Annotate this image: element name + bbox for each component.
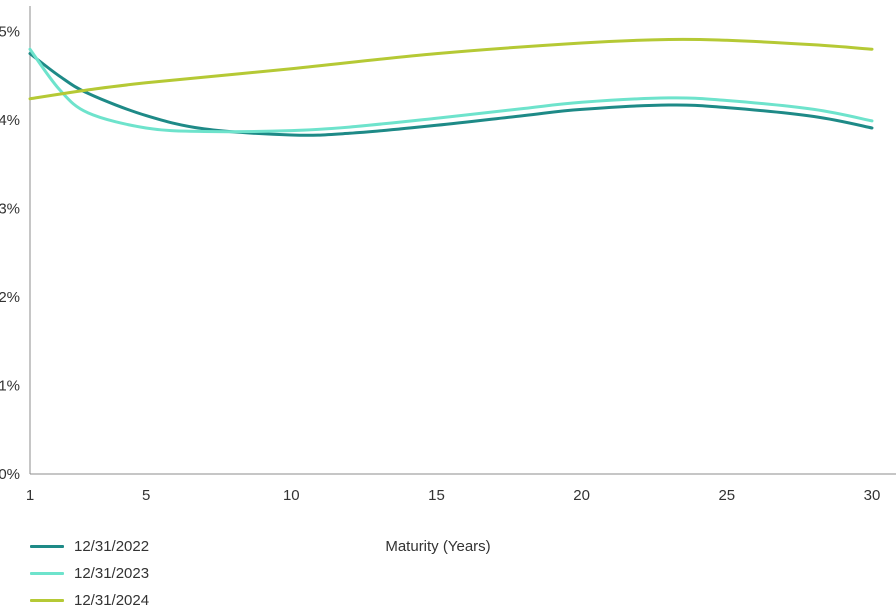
- legend-label: 12/31/2023: [74, 565, 150, 582]
- y-tick-labels: 0% 1% 2% 3% 4% 5%: [0, 24, 20, 484]
- legend: 12/31/2022 12/31/2023 12/31/2024: [30, 533, 149, 614]
- x-axis-title: Maturity (Years): [385, 538, 490, 555]
- series-line-12-31-2024: [28, 37, 874, 101]
- legend-swatch: [30, 572, 64, 575]
- legend-item: 12/31/2022: [30, 533, 149, 560]
- legend-label: 12/31/2024: [74, 592, 150, 609]
- x-tick-label: 1: [26, 487, 34, 504]
- legend-label: 12/31/2022: [74, 538, 150, 555]
- y-tick-label: 3%: [0, 201, 20, 218]
- x-tick-label: 20: [573, 487, 590, 504]
- legend-item: 12/31/2024: [30, 587, 149, 614]
- series-lines: [28, 37, 874, 137]
- legend-swatch: [30, 599, 64, 602]
- x-tick-label: 25: [718, 487, 735, 504]
- y-tick-label: 1%: [0, 378, 20, 395]
- x-tick-label: 30: [864, 487, 881, 504]
- series-line-12-31-2022: [28, 52, 874, 137]
- x-tick-labels: 1 5 10 15 20 25 30: [26, 487, 881, 504]
- y-tick-label: 4%: [0, 112, 20, 129]
- legend-item: 12/31/2023: [30, 560, 149, 587]
- y-tick-label: 0%: [0, 466, 20, 483]
- x-tick-label: 15: [428, 487, 445, 504]
- x-tick-label: 5: [142, 487, 150, 504]
- legend-swatch: [30, 545, 64, 548]
- x-tick-label: 10: [283, 487, 300, 504]
- series-line-12-31-2023: [28, 47, 874, 134]
- y-tick-label: 5%: [0, 24, 20, 41]
- y-tick-label: 2%: [0, 289, 20, 306]
